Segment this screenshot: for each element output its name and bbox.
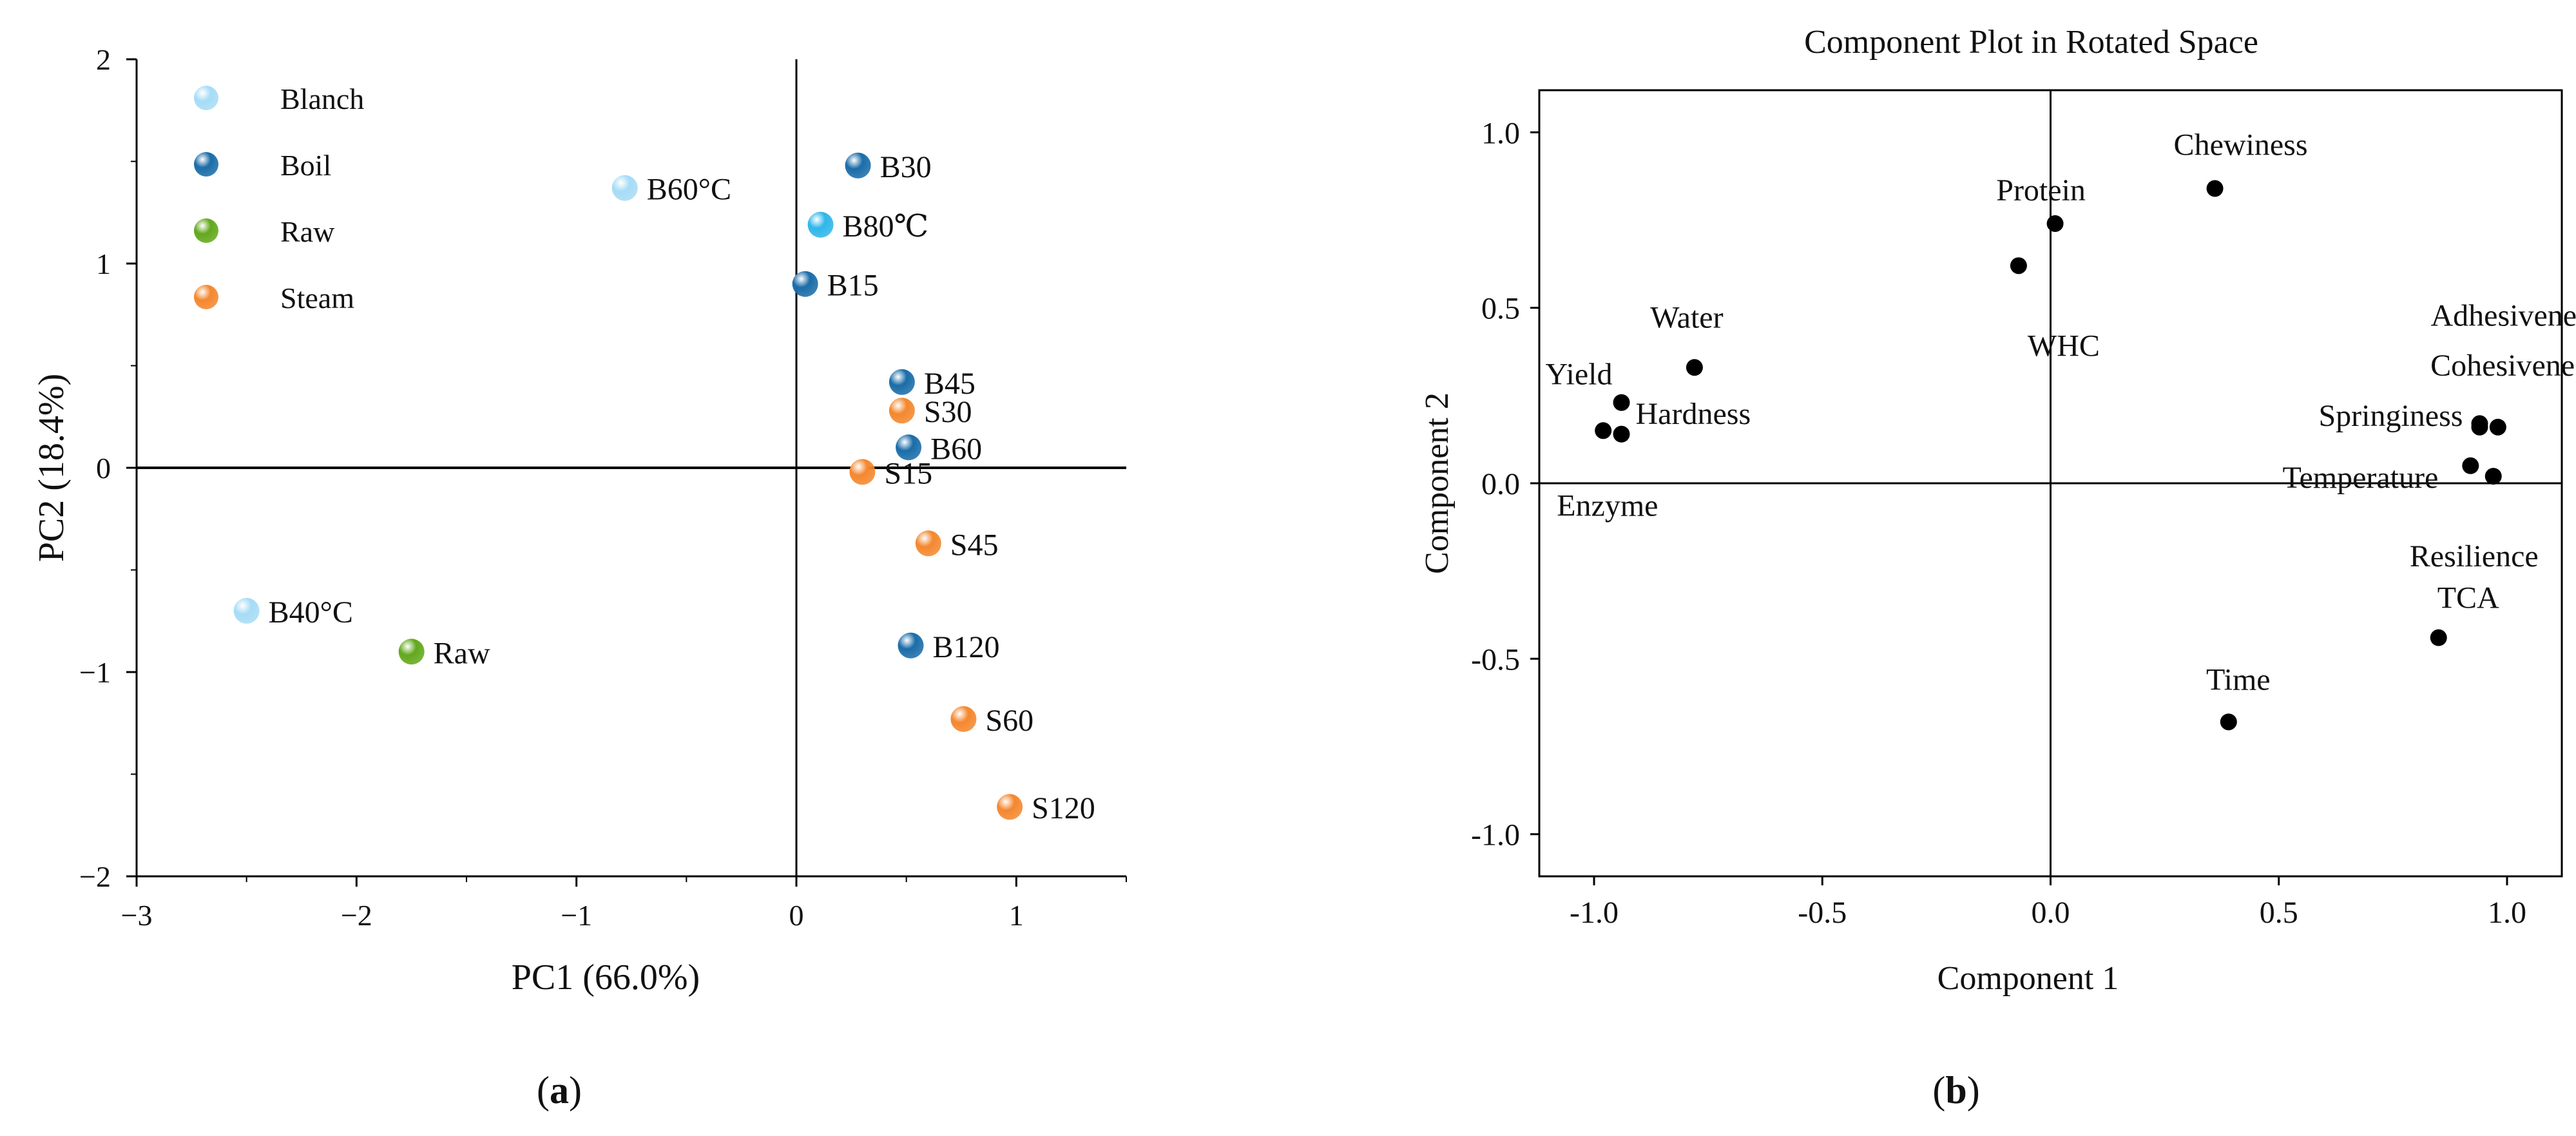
point-label: B15 [827, 269, 879, 303]
x-tick-label: -0.5 [1798, 896, 1847, 930]
y-axis-title: PC2 (18.4%) [32, 374, 72, 562]
point-label: Chewiness [2174, 128, 2308, 162]
x-tick-label: 0 [789, 899, 804, 932]
x-tick-label: 0.5 [2260, 896, 2298, 930]
legend-label: Boil [280, 149, 331, 182]
x-tick-label: −3 [121, 899, 153, 932]
data-point [2206, 180, 2224, 197]
y-tick-label: −2 [79, 860, 111, 893]
data-point [896, 434, 922, 461]
panel-a: −3 −2 −1 0 1 −2 −1 0 1 2 PC1 (66.0%) PC2 (18.4%) Bla… [32, 43, 1127, 1112]
x-tick-label: 1 [1009, 899, 1024, 932]
data-point [398, 639, 425, 665]
point-label: Cohesiveness [2430, 349, 2576, 383]
point-label: Water [1650, 300, 1723, 334]
data-point [889, 398, 915, 424]
data-point [950, 706, 977, 732]
point-label: B40°C [269, 595, 353, 630]
panel-b: Component Plot in Rotated Space -1.0 -0.5 0… [1288, 0, 2576, 1136]
x-tick-label: −2 [341, 899, 372, 932]
legend-label: Raw [280, 215, 335, 248]
y-tick-label: 1.0 [1481, 116, 1520, 150]
point-label: S15 [884, 456, 932, 490]
point-label: B60°C [647, 173, 731, 207]
data-point [2046, 215, 2064, 232]
y-tick-label: 0.0 [1481, 467, 1520, 501]
point-label: Time [2206, 662, 2271, 697]
data-point [233, 597, 260, 624]
data-point [845, 152, 871, 178]
data-point [898, 632, 924, 659]
point-label: B45 [924, 367, 976, 401]
chart-title: Component Plot in Rotated Space [1804, 24, 2258, 61]
pca-score-plot: −3 −2 −1 0 1 −2 −1 0 1 2 PC1 (66.0%) PC2 (18.4%) Bla… [32, 43, 1127, 1112]
data-point [2489, 418, 2506, 436]
point-label: Hardness [1636, 397, 1751, 431]
y-tick-label: -1.0 [1471, 818, 1520, 852]
y-tick-label: 2 [96, 43, 111, 76]
data-point [889, 369, 915, 395]
legend-marker [194, 218, 218, 243]
y-tick-label: 0.5 [1481, 292, 1520, 326]
x-tick-label: −1 [561, 899, 592, 932]
y-tick-label: 1 [96, 247, 111, 280]
x-tick-label: 1.0 [2488, 896, 2526, 930]
data-point [1613, 394, 1630, 411]
legend-marker [194, 152, 218, 177]
data-point [1595, 422, 1612, 439]
point-label: S60 [985, 704, 1033, 738]
point-label: S120 [1032, 791, 1095, 825]
data-point [792, 271, 818, 297]
data-point [2462, 457, 2479, 474]
point-label: Raw [434, 636, 490, 670]
point-label: Temperature [2282, 461, 2438, 495]
y-tick-label: 0 [96, 452, 111, 485]
point-label: TCA [2437, 581, 2499, 615]
y-tick-label: −1 [79, 656, 111, 689]
point-label: Springiness [2318, 399, 2463, 433]
legend-label: Steam [280, 282, 354, 314]
data-point [807, 211, 834, 238]
x-axis-title: PC1 (66.0%) [512, 958, 700, 997]
point-label: Yield [1546, 358, 1613, 392]
caption-b: (b) [1932, 1069, 1979, 1112]
point-label: B30 [880, 150, 932, 184]
point-label: Adhesiveness [2430, 298, 2576, 332]
data-point [1686, 359, 1703, 376]
caption-a: (a) [537, 1069, 582, 1112]
legend-marker [194, 86, 218, 110]
point-label: B120 [932, 630, 999, 664]
x-tick-label: 0.0 [2032, 896, 2070, 930]
y-tick-label: -0.5 [1471, 642, 1520, 677]
data-point [2485, 468, 2502, 485]
point-label: Enzyme [1557, 488, 1658, 523]
component-loading-plot: Component Plot in Rotated Space -1.0 -0.5 0… [1419, 24, 2576, 1112]
point-label: WHC [2028, 329, 2100, 363]
data-point [2471, 418, 2488, 436]
data-point [1613, 425, 1630, 443]
point-label: Resilience [2410, 539, 2539, 573]
legend-label: Blanch [280, 82, 364, 115]
point-label: B60 [930, 432, 982, 466]
data-point [915, 530, 941, 557]
x-tick-label: -1.0 [1570, 896, 1619, 930]
data-point [849, 459, 876, 485]
data-point [997, 794, 1023, 820]
data-point [2430, 629, 2447, 646]
y-axis-title: Component 2 [1419, 392, 1456, 574]
point-label: Protein [1996, 173, 2086, 207]
x-axis-title: Component 1 [1937, 960, 2119, 997]
legend-marker [194, 285, 218, 309]
data-point [2220, 713, 2237, 731]
point-label: S45 [950, 528, 999, 562]
data-point [2010, 257, 2027, 274]
data-point [611, 175, 638, 201]
point-label: B80℃ [843, 209, 929, 244]
point-label: S30 [924, 395, 972, 429]
